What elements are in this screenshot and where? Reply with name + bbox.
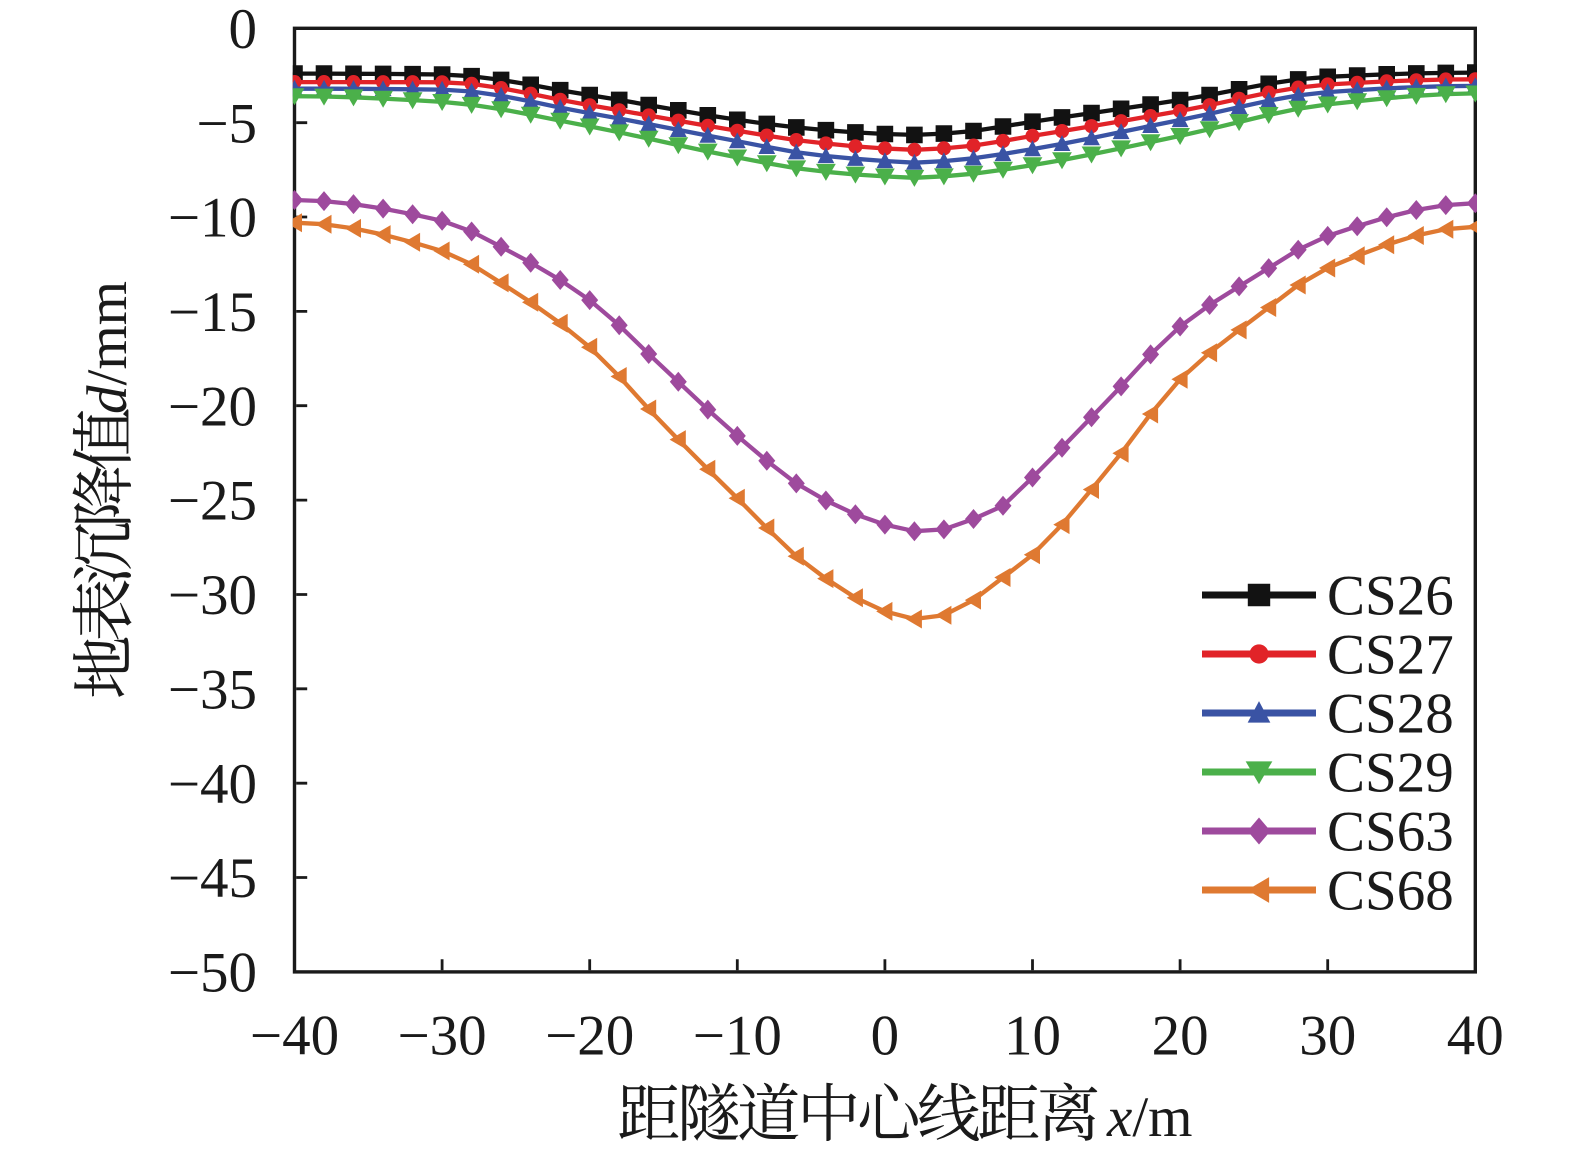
svg-text:−30: −30 [398, 1005, 487, 1068]
svg-text:−40: −40 [250, 1005, 339, 1068]
svg-text:−30: −30 [168, 564, 257, 627]
svg-text:−35: −35 [168, 658, 257, 721]
svg-text:20: 20 [1152, 1005, 1209, 1068]
svg-text:CS28: CS28 [1327, 683, 1454, 746]
svg-text:40: 40 [1447, 1005, 1504, 1068]
svg-text:d/mm: d/mm [76, 281, 139, 414]
svg-text:−50: −50 [168, 942, 257, 1005]
svg-text:CS26: CS26 [1327, 565, 1454, 628]
svg-text:−20: −20 [545, 1005, 634, 1068]
svg-text:CS68: CS68 [1327, 860, 1454, 923]
svg-text:x/m: x/m [1106, 1086, 1193, 1149]
svg-text:10: 10 [1004, 1005, 1061, 1068]
svg-text:0: 0 [229, 0, 258, 61]
svg-text:−10: −10 [168, 187, 257, 250]
svg-text:0: 0 [871, 1005, 900, 1068]
svg-text:−40: −40 [168, 753, 257, 816]
svg-text:−15: −15 [168, 281, 257, 344]
svg-text:−45: −45 [168, 847, 257, 910]
svg-text:CS27: CS27 [1327, 624, 1454, 687]
svg-text:CS29: CS29 [1327, 742, 1454, 805]
svg-text:−20: −20 [168, 375, 257, 438]
svg-text:−5: −5 [196, 92, 257, 155]
svg-text:−10: −10 [693, 1005, 782, 1068]
svg-text:CS63: CS63 [1327, 801, 1454, 864]
svg-text:30: 30 [1299, 1005, 1356, 1068]
svg-text:−25: −25 [168, 470, 257, 533]
